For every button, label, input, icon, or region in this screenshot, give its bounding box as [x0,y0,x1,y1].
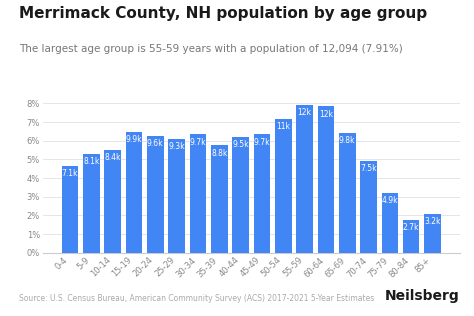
Text: 9.3k: 9.3k [168,143,185,151]
Text: The largest age group is 55-59 years with a population of 12,094 (7.91%): The largest age group is 55-59 years wit… [19,44,403,54]
Text: 9.5k: 9.5k [232,140,249,149]
Bar [296,105,313,253]
Text: 8.1k: 8.1k [83,157,100,166]
Bar [339,133,356,253]
Text: 9.9k: 9.9k [126,135,142,144]
Bar [360,161,377,253]
Text: 7.1k: 7.1k [62,169,78,178]
Bar [83,154,100,253]
Bar [168,139,185,253]
Bar [190,134,206,253]
Text: Merrimack County, NH population by age group: Merrimack County, NH population by age g… [19,6,427,21]
Bar [403,220,419,253]
Bar [104,150,121,253]
Bar [424,214,441,253]
Text: 12k: 12k [319,110,333,118]
Text: 11k: 11k [276,122,290,131]
Text: Neilsberg: Neilsberg [385,289,460,303]
Text: 4.9k: 4.9k [382,196,398,205]
Bar [147,136,164,253]
Bar [275,118,292,253]
Bar [382,193,398,253]
Bar [211,145,228,253]
Text: 9.7k: 9.7k [190,137,206,147]
Bar [62,166,78,253]
Text: 9.8k: 9.8k [339,136,356,145]
Bar [232,137,249,253]
Text: 8.4k: 8.4k [104,154,121,162]
Text: 2.7k: 2.7k [403,223,419,232]
Bar [126,132,142,253]
Text: 9.7k: 9.7k [254,137,270,147]
Bar [318,106,334,253]
Text: Source: U.S. Census Bureau, American Community Survey (ACS) 2017-2021 5-Year Est: Source: U.S. Census Bureau, American Com… [19,295,374,303]
Text: 12k: 12k [298,108,311,118]
Bar [254,134,270,253]
Text: 7.5k: 7.5k [360,164,377,173]
Text: 9.6k: 9.6k [147,139,164,148]
Text: 3.2k: 3.2k [424,217,441,226]
Text: 8.8k: 8.8k [211,149,228,158]
